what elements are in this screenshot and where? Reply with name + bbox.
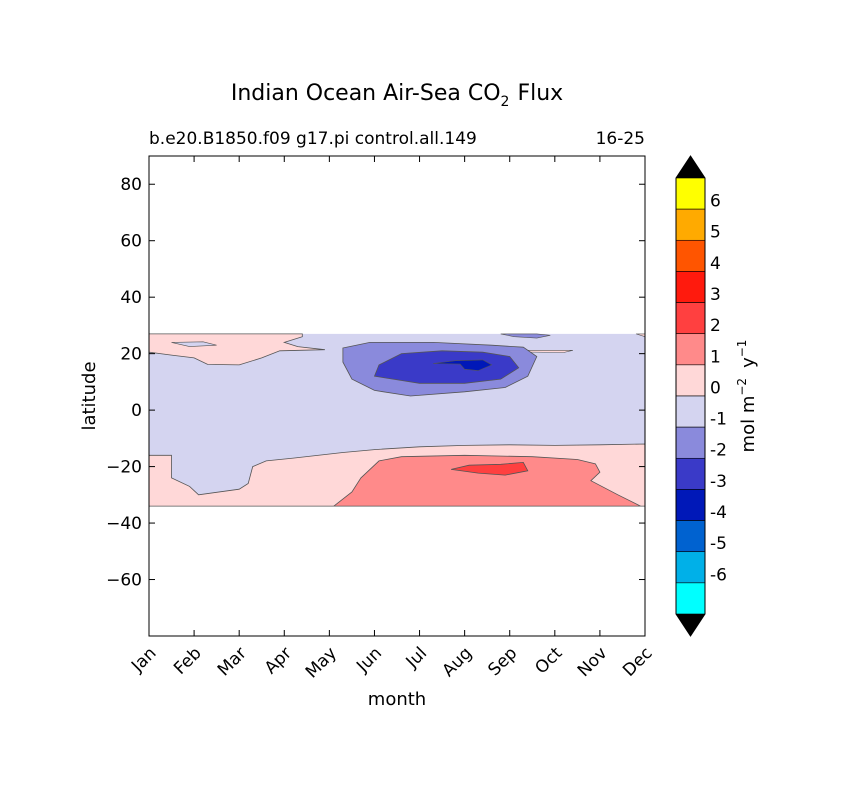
y-tick-label: 80	[120, 175, 142, 195]
colorbar-swatch	[675, 457, 706, 490]
colorbar-swatch	[675, 395, 706, 428]
colorbar-tick-label: 2	[710, 316, 721, 336]
colorbar-label-mid: y	[738, 357, 759, 368]
y-tick-label: 60	[120, 232, 142, 252]
x-tick-label: Aug	[439, 643, 477, 681]
colorbar-swatch	[675, 302, 706, 335]
colorbar-label-sup2: −1	[735, 340, 749, 358]
colorbar-tick-label: 1	[710, 347, 721, 367]
colorbar-swatch	[675, 208, 706, 241]
colorbar-swatch	[675, 551, 706, 584]
colorbar-tick-label: 6	[710, 192, 721, 212]
colorbar-swatch	[675, 582, 706, 615]
y-tick-label: −20	[106, 458, 142, 478]
x-tick-label: Mar	[214, 643, 251, 680]
chart-subtitle-left: b.e20.B1850.f09 g17.pi control.all.149	[149, 129, 477, 149]
colorbar: 6 5 4 3 2 1 0 -1 -2 -3 -4 -5 -6	[675, 155, 727, 637]
y-tick-label: 0	[131, 401, 142, 421]
colorbar-tick-label: 3	[710, 285, 721, 305]
colorbar-label-sup1: −2	[735, 378, 749, 396]
x-tick-label: Apr	[261, 643, 296, 678]
x-tick-label: Oct	[531, 643, 566, 678]
south-strong-outgassing	[332, 454, 641, 507]
colorbar-tick-label: 4	[710, 254, 721, 274]
colorbar-tick-label: -5	[710, 534, 727, 554]
colorbar-label: mol m−2 y−1	[735, 340, 759, 453]
contour-layer	[148, 333, 646, 507]
colorbar-swatch	[675, 489, 706, 521]
y-tick-label: −40	[106, 514, 142, 534]
x-axis-label: month	[368, 689, 426, 710]
north-band-notch	[171, 341, 217, 347]
x-tick-label: Sep	[484, 643, 521, 680]
north-band-outgassing	[148, 333, 325, 366]
x-tick-label: Dec	[619, 643, 656, 680]
south-peak-outgassing	[451, 461, 529, 476]
arabian-sea-strong-uptake	[373, 350, 520, 384]
colorbar-swatch	[675, 333, 706, 366]
x-tick-label: Nov	[574, 643, 612, 681]
colorbar-tick-label: 0	[710, 378, 721, 398]
plot-area: Jan Feb Mar Apr May Jun Jul Aug Sep Oct Nov Dec 80 60…	[106, 155, 657, 682]
x-tick-label: Jan	[127, 643, 160, 676]
x-tick-label: Jun	[352, 643, 386, 677]
colorbar-swatch	[675, 364, 706, 397]
colorbar-tick-label: 5	[710, 223, 721, 243]
colorbar-swatch	[675, 520, 706, 553]
colorbar-tick-label: -4	[710, 503, 727, 523]
y-axis-label: latitude	[79, 361, 100, 430]
chart-subtitle-right: 16-25	[596, 129, 645, 149]
north-edge-uptake	[500, 333, 551, 339]
colorbar-swatch	[675, 177, 706, 210]
colorbar-extend-top	[676, 156, 705, 178]
arabian-sea-peak-uptake	[433, 359, 493, 371]
colorbar-label-main: mol m	[738, 396, 759, 453]
y-tick-label: 40	[120, 288, 142, 308]
colorbar-tick-label: -2	[710, 441, 727, 461]
y-tick-label: 20	[120, 345, 142, 365]
colorbar-swatch	[675, 239, 706, 272]
chart-title-subscript: 2	[501, 94, 510, 110]
x-tick-label: Feb	[170, 643, 205, 678]
y-tick-label: −60	[106, 571, 142, 591]
x-tick-label: Jul	[402, 643, 431, 672]
chart-title: Indian Ocean Air-Sea CO2 Flux	[231, 81, 563, 110]
colorbar-tick-label: -1	[710, 410, 727, 430]
colorbar-swatch	[675, 426, 706, 459]
chart-title-end: Flux	[517, 81, 563, 106]
colorbar-outline	[675, 155, 706, 637]
x-tick-label: May	[302, 643, 341, 682]
colorbar-extend-bottom	[676, 614, 705, 636]
plot-frame	[148, 155, 646, 637]
chart-title-main: Indian Ocean Air-Sea CO	[231, 81, 501, 106]
colorbar-swatch	[675, 271, 706, 303]
colorbar-tick-label: -3	[710, 472, 727, 492]
colorbar-tick-label: -6	[710, 565, 727, 585]
